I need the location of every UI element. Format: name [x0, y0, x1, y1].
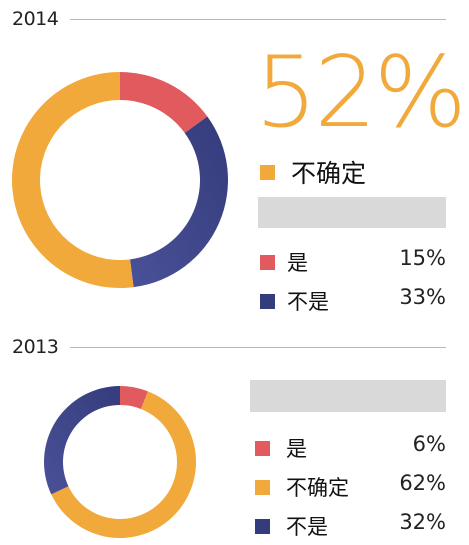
- legend-label: 不确定: [291, 159, 367, 188]
- year-2014-label: 2014: [12, 8, 59, 30]
- gray-separator-bar-2013: [250, 380, 446, 412]
- value-yes-2014: 15%: [399, 246, 446, 270]
- legend-label: 不是: [286, 515, 328, 539]
- donut-slice-unsure: [12, 72, 134, 288]
- legend-label: 是: [286, 437, 307, 461]
- legend-label: 是: [287, 251, 308, 275]
- legend-item-unsure-2013: 不确定: [255, 472, 349, 502]
- year-2013-label: 2013: [12, 336, 59, 358]
- legend-swatch: [260, 293, 275, 309]
- legend-swatch: [255, 479, 270, 495]
- legend-item-yes-2014: 是: [260, 247, 308, 277]
- value-yes-2013: 6%: [412, 432, 446, 456]
- donut-chart-2014: [12, 72, 228, 288]
- value-unsure-2013: 62%: [399, 471, 446, 495]
- legend-item-unsure-2014: 不确定: [260, 154, 366, 190]
- value-no-2013: 32%: [399, 510, 446, 534]
- donut-slice-no: [43, 386, 121, 495]
- donut-slice-yes: [120, 386, 148, 410]
- highlight-percentage: 52%: [255, 36, 467, 150]
- donut-slice-no: [130, 116, 228, 288]
- donut-slice-yes: [120, 72, 208, 133]
- legend-swatch: [260, 254, 275, 270]
- legend-item-yes-2013: 是: [255, 433, 307, 463]
- gray-separator-bar-2014: [258, 197, 446, 228]
- donut-chart-2013: [43, 386, 197, 538]
- legend-swatch: [255, 518, 270, 534]
- value-no-2014: 33%: [399, 285, 446, 309]
- legend-item-no-2013: 不是: [255, 511, 328, 541]
- section-divider-2014: [70, 19, 446, 20]
- legend-label: 不是: [287, 290, 329, 314]
- legend-item-no-2014: 不是: [260, 286, 329, 316]
- legend-swatch: [255, 440, 270, 456]
- legend-label: 不确定: [286, 476, 349, 500]
- section-divider-2013: [70, 347, 446, 348]
- legend-swatch: [260, 164, 275, 180]
